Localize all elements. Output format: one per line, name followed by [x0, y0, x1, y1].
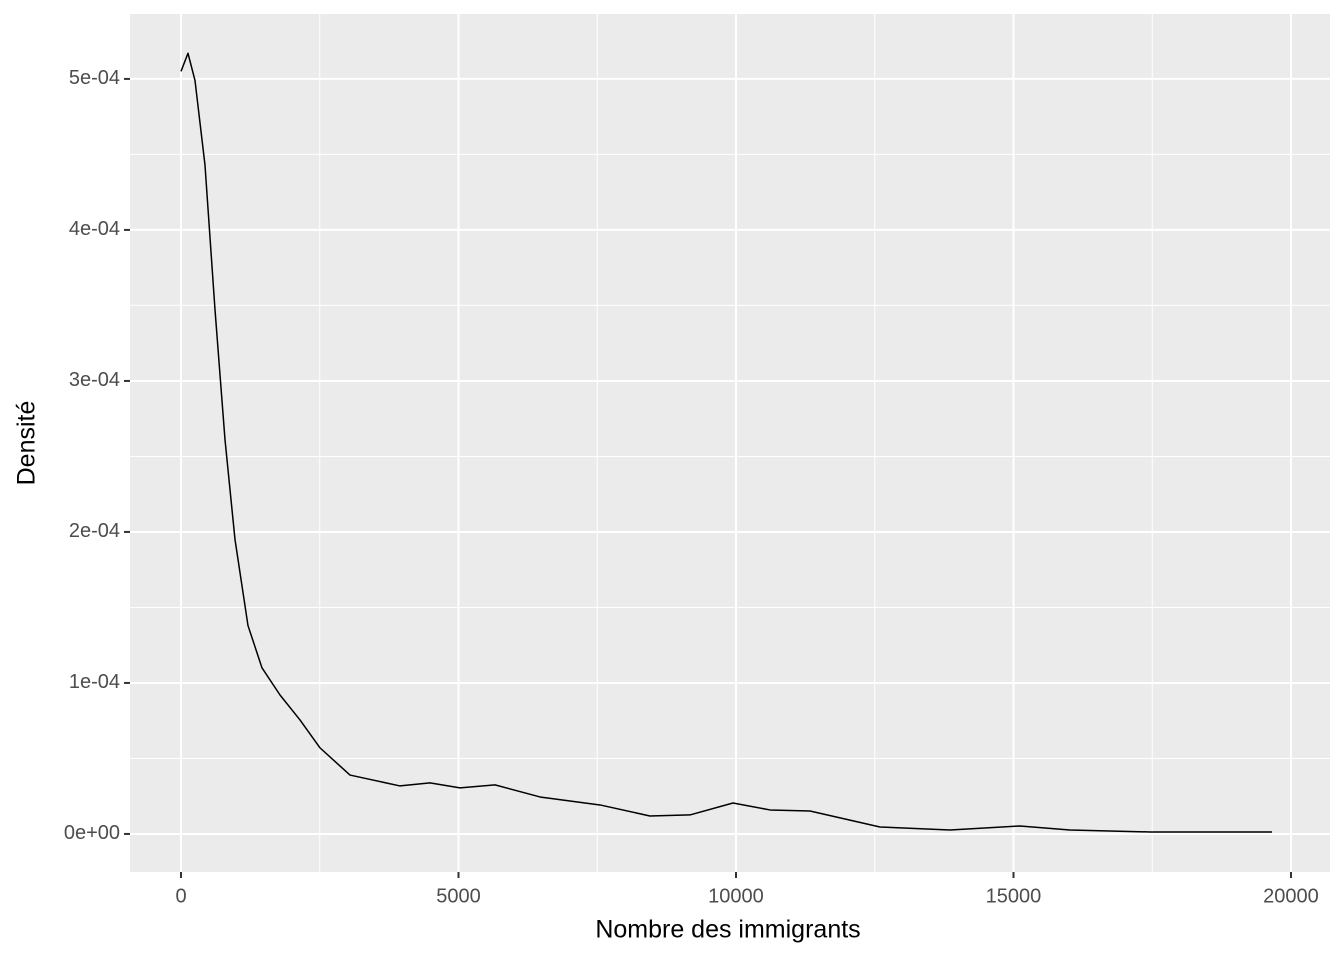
x-tick-label: 20000 [1263, 885, 1319, 907]
y-tick-label: 3e-04 [69, 369, 120, 391]
x-axis-title: Nombre des immigrants [595, 916, 860, 944]
grid [130, 14, 1330, 872]
y-tick-label: 5e-04 [69, 67, 120, 89]
y-axis-title: Densité [13, 401, 41, 486]
y-tick-label: 0e+00 [64, 822, 120, 844]
y-tick-label: 4e-04 [69, 218, 120, 240]
x-tick-label: 15000 [986, 885, 1042, 907]
plot-area [180, 52, 1272, 833]
x-tick-label: 0 [175, 885, 186, 907]
panel [130, 14, 1330, 872]
y-tick-label: 2e-04 [69, 520, 120, 542]
density-line [180, 52, 1272, 833]
y-tick-label: 1e-04 [69, 671, 120, 693]
x-tick-label: 10000 [708, 885, 764, 907]
x-tick-label: 5000 [436, 885, 481, 907]
